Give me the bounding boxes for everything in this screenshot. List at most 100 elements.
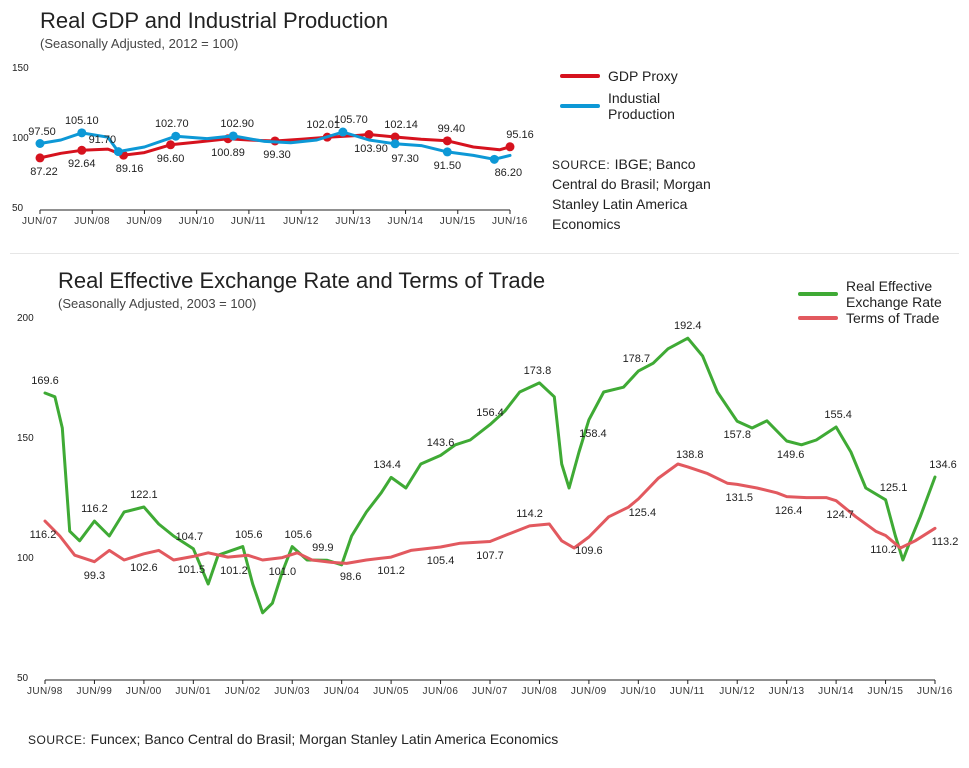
- x-tick: JUN/16: [917, 686, 953, 697]
- chart2-subtitle: (Seasonally Adjusted, 2003 = 100): [58, 296, 256, 311]
- data-label: 101.5: [178, 564, 206, 576]
- source-text: Funcex; Banco Central do Brasil; Morgan …: [91, 731, 559, 747]
- x-tick: JUN/13: [769, 686, 805, 697]
- x-tick: JUN/08: [74, 216, 110, 227]
- data-label: 99.9: [312, 542, 333, 554]
- data-label: 91.70: [89, 134, 117, 146]
- data-label: 105.70: [334, 114, 368, 126]
- data-label: 86.20: [495, 167, 523, 179]
- x-tick: JUN/10: [620, 686, 656, 697]
- data-label: 102.90: [220, 118, 254, 130]
- data-label: 173.8: [524, 365, 552, 377]
- legend-item: Real Effective Exchange Rate: [798, 278, 966, 310]
- x-tick: JUN/06: [423, 686, 459, 697]
- y-tick: 150: [17, 433, 34, 444]
- data-label: 143.6: [427, 437, 455, 449]
- data-label: 101.2: [220, 565, 248, 577]
- divider: [10, 253, 959, 254]
- x-tick: JUN/13: [335, 216, 371, 227]
- data-label: 178.7: [623, 353, 651, 365]
- data-label: 92.64: [68, 158, 96, 170]
- data-label: 125.1: [880, 482, 908, 494]
- chart1-subtitle: (Seasonally Adjusted, 2012 = 100): [40, 36, 238, 51]
- data-label: 98.6: [340, 571, 361, 583]
- data-label: 107.7: [476, 550, 504, 562]
- data-label: 192.4: [674, 320, 702, 332]
- data-label: 101.0: [269, 566, 297, 578]
- data-label: 110.2: [870, 544, 897, 556]
- data-label: 102.14: [384, 119, 418, 131]
- data-label: 155.4: [824, 409, 852, 421]
- data-label: 99.30: [263, 149, 291, 161]
- legend-swatch: [560, 104, 600, 108]
- x-tick: JUN/01: [175, 686, 211, 697]
- x-tick: JUN/14: [388, 216, 424, 227]
- y-tick: 100: [17, 553, 34, 564]
- data-label: 156.4: [476, 407, 504, 419]
- legend-swatch: [798, 316, 838, 320]
- data-label: 97.50: [28, 126, 56, 138]
- data-label: 138.8: [676, 449, 704, 461]
- y-tick: 50: [17, 673, 28, 684]
- x-tick: JUN/08: [521, 686, 557, 697]
- data-label: 131.5: [725, 492, 753, 504]
- legend-swatch: [798, 292, 838, 296]
- legend-swatch: [560, 74, 600, 78]
- data-label: 102.6: [130, 562, 158, 574]
- data-label: 105.4: [427, 555, 455, 567]
- data-label: 125.4: [629, 507, 657, 519]
- data-label: 96.60: [157, 153, 185, 165]
- data-label: 116.2: [81, 503, 108, 515]
- x-tick: JUN/09: [126, 216, 162, 227]
- x-tick: JUN/09: [571, 686, 607, 697]
- data-label: 91.50: [434, 160, 462, 172]
- legend-label: GDP Proxy: [608, 68, 678, 84]
- chart2-plot: [45, 320, 935, 680]
- data-label: 109.6: [575, 545, 603, 557]
- data-label: 105.6: [235, 529, 263, 541]
- y-tick: 150: [12, 63, 29, 74]
- x-tick: JUN/05: [373, 686, 409, 697]
- x-tick: JUN/00: [126, 686, 162, 697]
- data-label: 103.90: [354, 143, 388, 155]
- data-label: 124.7: [826, 509, 854, 521]
- y-tick: 50: [12, 203, 23, 214]
- legend-label: Industial Production: [608, 90, 728, 122]
- y-tick: 200: [17, 313, 34, 324]
- data-label: 105.6: [284, 529, 312, 541]
- x-tick: JUN/11: [670, 686, 705, 697]
- x-tick: JUN/14: [818, 686, 854, 697]
- stage: Real GDP and Industrial Production (Seas…: [0, 0, 969, 768]
- data-label: 97.30: [391, 153, 419, 165]
- data-label: 101.2: [377, 565, 405, 577]
- chart1-title: Real GDP and Industrial Production: [40, 8, 388, 34]
- x-tick: JUN/12: [283, 216, 319, 227]
- data-label: 102.70: [155, 118, 189, 130]
- x-tick: JUN/04: [324, 686, 360, 697]
- x-tick: JUN/15: [868, 686, 904, 697]
- source-label: SOURCE:: [552, 158, 610, 172]
- data-label: 149.6: [777, 449, 805, 461]
- x-tick: JUN/98: [27, 686, 63, 697]
- data-label: 113.2: [932, 536, 959, 548]
- x-tick: JUN/02: [225, 686, 261, 697]
- data-label: 105.10: [65, 115, 99, 127]
- data-label: 87.22: [30, 166, 58, 178]
- data-label: 89.16: [116, 163, 144, 175]
- data-label: 122.1: [130, 489, 158, 501]
- data-label: 99.3: [84, 570, 105, 582]
- legend-label: Real Effective Exchange Rate: [846, 278, 966, 310]
- data-label: 126.4: [775, 505, 803, 517]
- data-label: 157.8: [723, 429, 751, 441]
- data-label: 99.40: [438, 123, 466, 135]
- chart2-source: SOURCE: Funcex; Banco Central do Brasil;…: [28, 730, 928, 750]
- data-label: 158.4: [579, 428, 607, 440]
- source-label: SOURCE:: [28, 733, 86, 747]
- data-label: 100.89: [211, 147, 245, 159]
- x-tick: JUN/99: [76, 686, 112, 697]
- legend-label: Terms of Trade: [846, 310, 939, 326]
- data-label: 169.6: [31, 375, 59, 387]
- x-tick: JUN/07: [472, 686, 508, 697]
- data-label: 116.2: [30, 529, 57, 541]
- x-tick: JUN/12: [719, 686, 755, 697]
